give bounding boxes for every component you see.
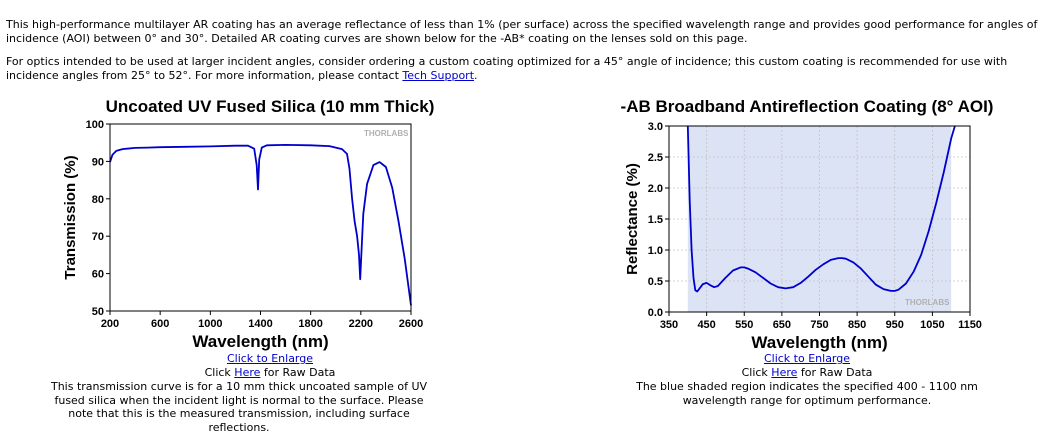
y-tick-label: 0.5 <box>648 276 663 288</box>
x-tick-label: 350 <box>660 319 678 331</box>
raw-data-text-end: for Raw Data <box>260 366 336 379</box>
x-tick-label: 2200 <box>349 318 373 330</box>
y-tick-label: 2.5 <box>648 152 663 164</box>
transmission-chart[interactable]: THORLABS 200 600 1000 1400 1800 2200 2600 50 60 70… <box>56 96 484 351</box>
raw-data-text: Click <box>741 366 772 379</box>
y-tick-label: 90 <box>92 156 104 168</box>
intro-paragraph: This high-performance multilayer AR coat… <box>6 18 1038 45</box>
paragraph-end: . <box>474 69 478 82</box>
figure-caption: The blue shaded region indicates the spe… <box>636 380 978 407</box>
reflectance-chart[interactable]: THORLABS 350 450 550 650 750 850 950 1050 1150 0.0… <box>578 96 1036 352</box>
raw-data-link[interactable]: Here <box>771 366 798 379</box>
x-tick-label: 1400 <box>248 318 272 330</box>
chart-title: -AB Broadband Antireflection Coating (8°… <box>620 97 994 116</box>
x-tick-label: 750 <box>810 319 828 331</box>
y-tick-label: 50 <box>92 306 104 318</box>
x-tick-label: 650 <box>773 319 791 331</box>
x-tick-label: 550 <box>735 319 753 331</box>
custom-coating-text: For optics intended to be used at larger… <box>6 55 1008 82</box>
watermark-logo: THORLABS <box>364 129 409 138</box>
x-tick-label: 850 <box>848 319 866 331</box>
y-axis-label: Transmission (%) <box>62 155 79 279</box>
y-axis-label: Reflectance (%) <box>624 163 641 275</box>
x-axis-label: Wavelength (nm) <box>751 333 887 352</box>
x-tick-label: 600 <box>151 318 169 330</box>
x-tick-label: 1150 <box>958 319 982 331</box>
y-tick-label: 80 <box>92 194 104 206</box>
x-tick-label: 1000 <box>198 318 222 330</box>
raw-data-line: Click Here for Raw Data <box>578 366 1036 380</box>
tech-support-link[interactable]: Tech Support <box>402 69 475 82</box>
y-tick-label: 1.5 <box>648 214 663 226</box>
enlarge-link[interactable]: Click to Enlarge <box>226 352 314 365</box>
x-tick-label: 200 <box>101 318 119 330</box>
x-tick-label: 2600 <box>399 318 423 330</box>
x-tick-label: 450 <box>697 319 715 331</box>
x-axis-label: Wavelength (nm) <box>192 332 328 351</box>
x-tick-label: 950 <box>886 319 904 331</box>
data-line <box>109 144 412 306</box>
y-tick-label: 1.0 <box>648 245 663 257</box>
y-tick-label: 2.0 <box>648 183 663 195</box>
y-tick-label: 70 <box>92 231 104 243</box>
watermark-logo: THORLABS <box>905 298 950 307</box>
chart-title: Uncoated UV Fused Silica (10 mm Thick) <box>105 97 435 116</box>
raw-data-line: Click Here for Raw Data <box>56 366 484 380</box>
x-tick-label: 1800 <box>298 318 322 330</box>
enlarge-link[interactable]: Click to Enlarge <box>763 352 851 365</box>
data-line <box>686 125 956 293</box>
y-tick-label: 3.0 <box>648 121 663 133</box>
y-tick-label: 0.0 <box>648 307 663 319</box>
figure-caption: This transmission curve is for a 10 mm t… <box>50 380 428 434</box>
raw-data-text-end: for Raw Data <box>797 366 873 379</box>
raw-data-link[interactable]: Here <box>234 366 261 379</box>
y-tick-label: 100 <box>86 119 104 131</box>
custom-coating-paragraph: For optics intended to be used at larger… <box>6 55 1038 83</box>
x-tick-label: 1050 <box>920 319 944 331</box>
y-tick-label: 60 <box>92 269 104 281</box>
raw-data-text: Click <box>204 366 235 379</box>
